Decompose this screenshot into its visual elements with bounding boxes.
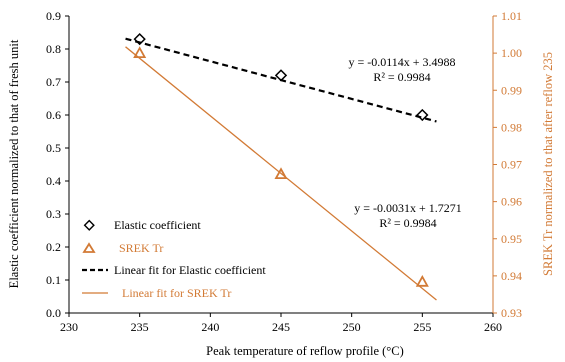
y-right-axis-label: SREK Tr normalized to that after reflow …: [541, 52, 555, 276]
srek-data-point: [133, 46, 147, 59]
y-right-tick-label: 0.96: [501, 195, 522, 209]
y-left-ticks: 0.0 0.1 0.2 0.3 0.4 0.5 0.6 0.7 0.8 0.9: [46, 9, 69, 320]
y-left-tick-label: 0.5: [46, 141, 61, 155]
x-tick-label: 260: [484, 320, 502, 334]
elastic-data-point: [416, 108, 429, 122]
elastic-fit-equation: y = -0.0114x + 3.4988: [348, 55, 455, 69]
y-right-tick-label: 0.99: [501, 83, 522, 97]
x-ticks: 230 235 240 245 250 255 260: [60, 313, 502, 334]
elastic-data-point: [133, 32, 146, 46]
x-tick-label: 230: [60, 320, 78, 334]
y-right-tick-label: 0.94: [501, 269, 522, 283]
elastic-data-point: [274, 69, 288, 82]
elastic-fit-r2: R² = 0.9984: [373, 70, 430, 84]
srek-fit-equation: y = -0.0031x + 1.7271: [354, 201, 462, 215]
x-tick-label: 255: [413, 320, 431, 334]
y-right-tick-label: 0.98: [501, 120, 522, 134]
y-right-tick-label: 1.01: [501, 9, 522, 23]
x-axis-label: Peak temperature of reflow profile (°C): [206, 344, 404, 358]
legend-item-srek: SREK Tr: [82, 241, 163, 255]
x-tick-label: 240: [201, 320, 219, 334]
srek-fit-line: [125, 46, 437, 301]
legend-item-elastic-fit: Linear fit for Elastic coefficient: [82, 263, 266, 277]
legend-item-elastic: Elastic coefficient: [83, 218, 201, 232]
y-right-tick-label: 1.00: [501, 46, 522, 60]
x-tick-label: 245: [272, 320, 290, 334]
legend-label-srek: SREK Tr: [119, 241, 163, 255]
legend-label-elastic-fit: Linear fit for Elastic coefficient: [114, 263, 266, 277]
x-tick-label: 235: [131, 320, 149, 334]
x-tick-label: 250: [343, 320, 361, 334]
y-left-tick-label: 0.4: [46, 174, 61, 188]
srek-fit-r2: R² = 0.9984: [379, 216, 436, 230]
y-left-tick-label: 0.3: [46, 207, 61, 221]
y-left-axis-label: Elastic coefficient normalized to that o…: [7, 39, 21, 288]
y-right-tick-label: 0.93: [501, 306, 522, 320]
y-left-tick-label: 0.7: [46, 75, 61, 89]
y-left-tick-label: 0.6: [46, 108, 61, 122]
srek-data-point: [274, 167, 288, 180]
y-right-ticks: 0.93 0.94 0.95 0.96 0.97 0.98 0.99 1.00 1.01: [493, 9, 522, 320]
y-left-tick-label: 0.9: [46, 9, 61, 23]
legend-diamond-marker: [83, 219, 95, 231]
srek-data-point: [415, 274, 429, 287]
y-left-tick-label: 0.8: [46, 42, 61, 56]
legend-label-elastic: Elastic coefficient: [114, 218, 201, 232]
y-right-tick-label: 0.95: [501, 232, 522, 246]
y-right-tick-label: 0.97: [501, 158, 522, 172]
legend-triangle-marker: [82, 242, 96, 253]
legend: Elastic coefficient SREK Tr Linear fit f…: [82, 218, 266, 300]
legend-label-srek-fit: Linear fit for SREK Tr: [122, 286, 231, 300]
y-left-tick-label: 0.2: [46, 240, 61, 254]
markers: [133, 32, 429, 287]
y-left-tick-label: 0.0: [46, 306, 61, 320]
y-left-tick-label: 0.1: [46, 273, 61, 287]
legend-item-srek-fit: Linear fit for SREK Tr: [82, 286, 231, 300]
